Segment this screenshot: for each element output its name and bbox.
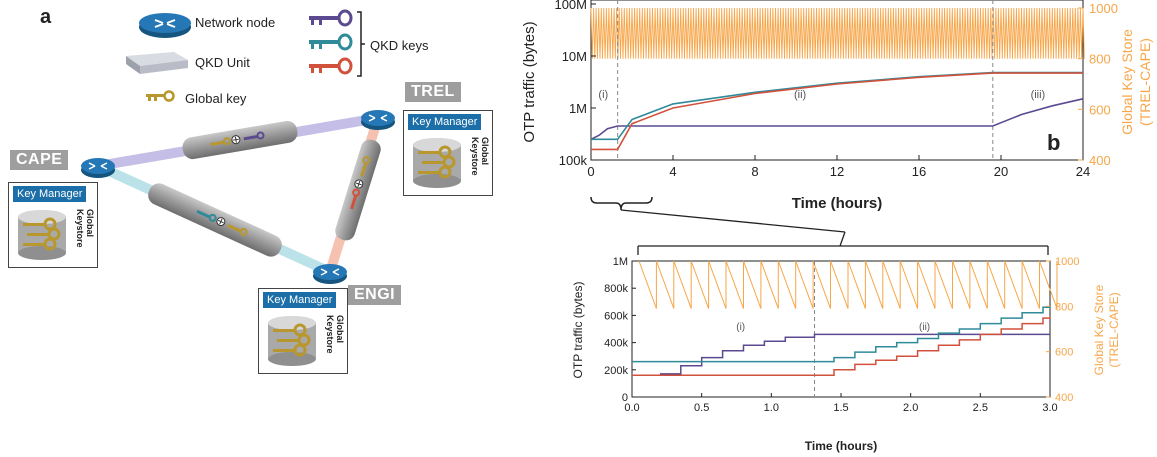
bottom-series-0: [659, 333, 1050, 375]
top-y2tick-label: 1000: [1089, 1, 1118, 16]
key-manager-trel: Key Manager Global Keystore: [403, 110, 493, 196]
keystore-label-line2: Keystore: [325, 315, 335, 354]
panel-b-letter: b: [1047, 130, 1060, 155]
legend-qkd-keys: QKD keys: [370, 38, 429, 53]
keystore-label: Global Keystore: [325, 315, 345, 373]
bottom-chart-ticks: 0.0 0.5 1.0 1.5 2.0 2.5 3.0 0 200k 400k 600k 800k 1M…: [604, 256, 1079, 414]
zoom-bracket: [590, 196, 653, 211]
top-series-1: [591, 71, 1083, 141]
legend-global-key: Global key: [185, 91, 247, 106]
bottom-y2tick-label: 1000: [1055, 256, 1079, 268]
bottom-region-label-0: (i): [736, 322, 745, 333]
keystore-label: Global Keystore: [470, 137, 490, 195]
top-series-0: [590, 98, 1084, 141]
bottom-ytick-label: 200k: [604, 365, 628, 377]
keystore-label-line1: Global: [85, 209, 95, 238]
top-xtick-label: 20: [994, 164, 1008, 179]
fibre-tube-cape-trel: [182, 120, 298, 160]
bottom-chart-ylabel: OTP traffic (bytes): [571, 282, 585, 379]
bottom-chart-y2label-line2: (TREL-CAPE): [1107, 292, 1121, 367]
bottom-xtick-label: 1.5: [833, 402, 848, 414]
top-ytick-label: 100k: [559, 153, 588, 168]
bottom-ytick-label: 800k: [604, 283, 628, 295]
top-region-label-2: (iii): [1031, 89, 1046, 101]
top-region-label-1: (ii): [794, 89, 806, 101]
network-diagram: [81, 110, 395, 284]
site-label-engi: ENGI: [348, 285, 402, 305]
key-manager-engi: Key Manager Global Keystore: [258, 288, 348, 374]
top-xtick-label: 12: [830, 164, 844, 179]
top-y2tick-label: 600: [1089, 102, 1111, 117]
bottom-xtick-label: 2.5: [973, 402, 988, 414]
panel-a: a Network node QKD Unit Global key QKD k…: [0, 0, 520, 457]
top-ytick-label: 100M: [554, 0, 587, 12]
bottom-xtick-label: 0.0: [624, 402, 639, 414]
bottom-ytick-label: 600k: [604, 310, 628, 322]
top-region-label-0: (i): [598, 89, 608, 101]
keystore-label-line1: Global: [335, 315, 345, 344]
top-xtick-label: 16: [912, 164, 926, 179]
bottom-xtick-label: 1.0: [764, 402, 779, 414]
bottom-y2tick-label: 800: [1055, 301, 1073, 313]
top-chart-ticks: 0 4 8 12 16 20 24 100k 1M 10M 100M 400 600 800 1000: [554, 0, 1117, 179]
key-manager-title: Key Manager: [408, 114, 482, 130]
site-label-trel: TREL: [405, 82, 461, 102]
legend-network-node: Network node: [195, 15, 276, 30]
qkd-keys-icon: [309, 9, 365, 77]
bottom-ytick-label: 0: [622, 392, 628, 404]
keystore-label-line1: Global: [480, 137, 490, 166]
top-chart-y2label-line2: (TREL-CAPE): [1137, 38, 1153, 126]
qkd-unit-icon: [126, 52, 188, 74]
bottom-xtick-label: 3.0: [1042, 402, 1057, 414]
bottom-xtick-label: 2.0: [903, 402, 918, 414]
top-chart-y2label-line1: Global Key Store: [1119, 29, 1135, 135]
bottom-ytick-label: 1M: [613, 256, 628, 268]
top-chart-marks: (i) (ii) (iii): [590, 0, 1085, 160]
bottom-series-1: [632, 305, 1051, 363]
key-manager-title: Key Manager: [13, 186, 87, 202]
key-manager-cape: Key Manager Global Keystore: [8, 182, 98, 268]
bottom-region-label-1: (ii): [919, 322, 930, 333]
keystore-label-line2: Keystore: [75, 209, 85, 248]
top-xtick-label: 0: [587, 164, 594, 179]
keystore-cylinder-icon: [268, 316, 316, 366]
top-y2tick-label: 800: [1089, 52, 1111, 67]
keystore-label: Global Keystore: [75, 209, 95, 267]
top-series-2: [591, 72, 1083, 151]
bottom-y2tick-label: 400: [1055, 392, 1073, 404]
keystore-cylinder-icon: [18, 210, 66, 260]
top-series-global-keystore: [590, 7, 1085, 59]
bottom-chart-y2label-line1: Global Key Store: [1092, 284, 1106, 375]
fibre-tube-cape-engi: [148, 183, 282, 257]
bottom-chart-marks: (i) (ii): [632, 260, 1058, 397]
zoom-connector: [620, 209, 1049, 255]
top-ytick-label: 10M: [562, 49, 587, 64]
top-xtick-label: 4: [669, 164, 676, 179]
global-key-icon: [146, 90, 175, 102]
bottom-series-global-keystore: [638, 260, 1058, 309]
network-node-engi: [313, 264, 347, 284]
site-label-cape: CAPE: [10, 150, 69, 170]
top-ytick-label: 1M: [569, 101, 587, 116]
panel-a-letter: a: [40, 6, 52, 28]
legend-qkd-unit: QKD Unit: [195, 55, 250, 70]
top-chart-ylabel: OTP traffic (bytes): [521, 21, 538, 142]
key-manager-title: Key Manager: [263, 292, 337, 308]
network-node-cape: [81, 158, 115, 178]
network-node-icon: [139, 13, 191, 38]
bottom-series-2: [632, 316, 1051, 376]
bottom-ytick-label: 400k: [604, 338, 628, 350]
bottom-y2tick-label: 600: [1055, 347, 1073, 359]
network-node-trel: [361, 110, 395, 130]
fibre-tube-trel-engi: [335, 139, 381, 241]
keystore-cylinder-icon: [413, 138, 461, 188]
top-xtick-label: 24: [1076, 164, 1090, 179]
bottom-xtick-label: 0.5: [694, 402, 709, 414]
top-chart-xlabel: Time (hours): [792, 195, 883, 212]
top-y2tick-label: 400: [1089, 153, 1111, 168]
keystore-label-line2: Keystore: [470, 137, 480, 176]
top-xtick-label: 8: [751, 164, 758, 179]
bottom-chart-xlabel: Time (hours): [805, 439, 877, 453]
